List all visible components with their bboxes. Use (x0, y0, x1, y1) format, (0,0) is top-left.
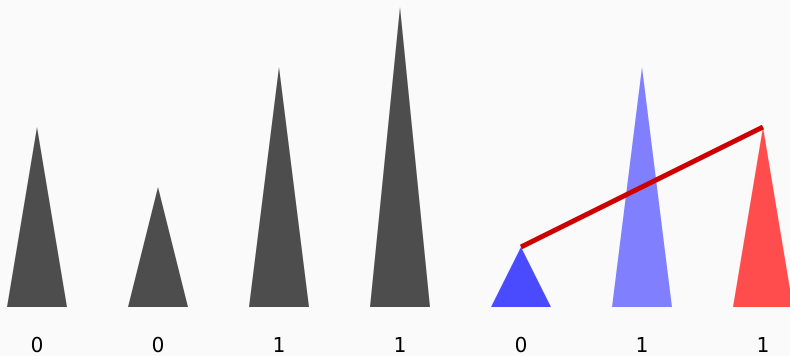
triangle-4 (370, 7, 430, 307)
triangle-label-2: 0 (152, 333, 165, 356)
triangle-7 (733, 127, 790, 307)
triangle-5 (491, 247, 551, 307)
triangle-label-6: 1 (636, 333, 649, 356)
triangle-1 (7, 127, 67, 307)
triangle-label-5: 0 (515, 333, 528, 356)
triangle-label-4: 1 (394, 333, 407, 356)
triangle-3 (249, 67, 309, 307)
triangle-label-1: 0 (31, 333, 44, 356)
labels-group: 0 0 1 1 0 1 1 (31, 333, 770, 356)
connector-line (519, 124, 765, 250)
triangle-label-3: 1 (273, 333, 286, 356)
triangle-label-7: 1 (757, 333, 770, 356)
connector-group (519, 124, 765, 250)
triangle-2 (128, 187, 188, 307)
triangles-group (7, 7, 790, 307)
